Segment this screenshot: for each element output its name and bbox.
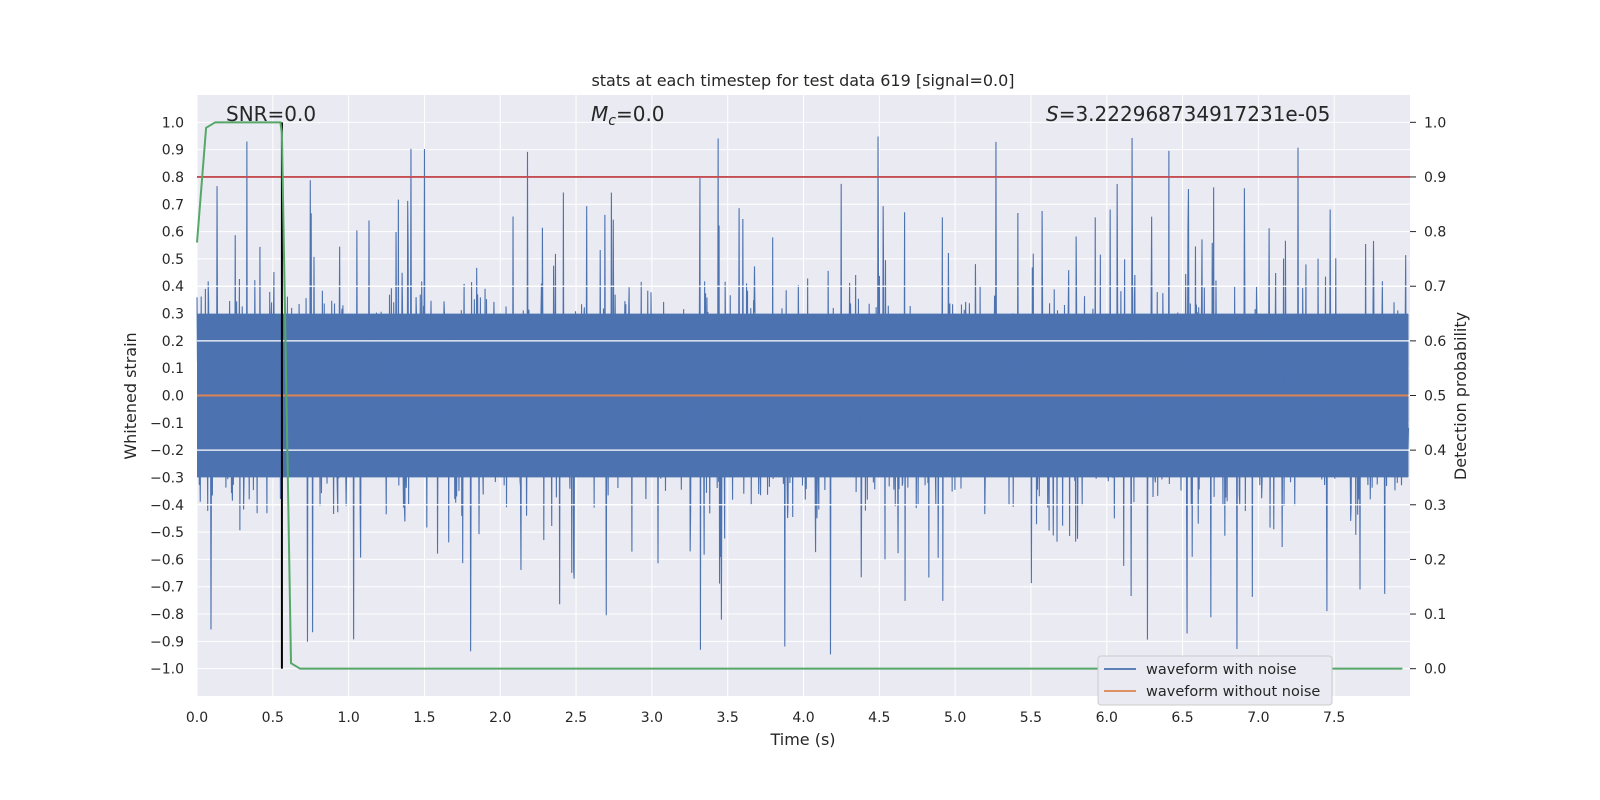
- x-tick-label: 4.0: [792, 710, 814, 726]
- x-tick-label: 6.0: [1096, 710, 1118, 726]
- y-tick-label-left: 0.0: [162, 389, 184, 405]
- y-tick-label-left: −0.6: [150, 552, 184, 568]
- y-tick-label-left: 0.1: [162, 361, 184, 377]
- overlay-lines: [196, 121, 1410, 670]
- legend-box: [1097, 655, 1333, 706]
- x-tick-label: 3.5: [717, 710, 739, 726]
- mc-value: =0.0: [616, 102, 665, 126]
- tick-labels: 0.0 0.5 1.0 1.5 2.0 2.5 3.0 3.5 4.0 4.5 5.0 5.5 6.0 6…: [150, 115, 1446, 726]
- detection-probability-line: [196, 121, 1403, 670]
- y-tick-label-left: 0.9: [162, 143, 184, 159]
- x-tick-label: 3.0: [641, 710, 663, 726]
- mc-symbol: M: [591, 102, 608, 126]
- x-tick-label: 7.5: [1323, 710, 1345, 726]
- y-tick-label-left: −0.1: [150, 416, 184, 432]
- y-tick-label-left: 0.7: [162, 197, 184, 213]
- y-tick-label-left: −0.7: [150, 580, 184, 596]
- x-tick-label: 1.0: [337, 710, 359, 726]
- y-tick-label-left: −0.3: [150, 470, 184, 486]
- y-axis-label-left: Whitened strain: [121, 332, 140, 459]
- legend: waveform with noise waveform without noi…: [1097, 655, 1333, 706]
- x-tick-label: 0.0: [186, 710, 208, 726]
- y-tick-label-right: 0.5: [1424, 389, 1446, 405]
- s-symbol: S: [1046, 102, 1059, 126]
- y-tick-label-left: 0.4: [162, 279, 184, 295]
- x-tick-label: 6.5: [1171, 710, 1193, 726]
- y-tick-label-left: −1.0: [150, 662, 184, 678]
- snr-annotation: SNR=0.0: [226, 102, 316, 126]
- y-tick-label-left: −0.4: [150, 498, 184, 514]
- y-axis-label-right: Detection probability: [1451, 312, 1470, 480]
- y-tick-label-right: 0.7: [1424, 279, 1446, 295]
- s-annotation: S=3.222968734917231e-05: [1046, 102, 1330, 126]
- y-tick-label-right: 0.8: [1424, 225, 1446, 241]
- y-tick-label-left: 1.0: [162, 115, 184, 131]
- y-tick-label-left: −0.8: [150, 607, 184, 623]
- y-tick-label-right: 0.1: [1424, 607, 1446, 623]
- y-tick-label-left: 0.5: [162, 252, 184, 268]
- y-tick-label-right: 0.6: [1424, 334, 1446, 350]
- y-tick-label-right: 0.0: [1424, 662, 1446, 678]
- y-tick-label-right: 0.9: [1424, 170, 1446, 186]
- chart-title: stats at each timestep for test data 619…: [591, 71, 1014, 90]
- y-tick-label-right: 0.2: [1424, 552, 1446, 568]
- waveform-with-noise-line: [196, 136, 1410, 655]
- y-tick-label-left: 0.2: [162, 334, 184, 350]
- mc-annotation: Mc=0.0: [591, 102, 665, 129]
- x-tick-label: 2.5: [565, 710, 587, 726]
- y-tick-label-right: 0.3: [1424, 498, 1446, 514]
- y-tick-label-right: 0.4: [1424, 443, 1446, 459]
- legend-label-clean: waveform without noise: [1146, 684, 1320, 700]
- x-tick-label: 1.5: [413, 710, 435, 726]
- x-tick-label: 0.5: [262, 710, 284, 726]
- mc-subscript: c: [608, 113, 616, 129]
- y-tick-label-left: −0.2: [150, 443, 184, 459]
- y-tick-label-left: 0.6: [162, 225, 184, 241]
- x-tick-label: 5.5: [1020, 710, 1042, 726]
- x-axis-label: Time (s): [769, 730, 835, 749]
- legend-label-noise: waveform with noise: [1146, 662, 1297, 678]
- y-tick-label-left: 0.8: [162, 170, 184, 186]
- s-value: =3.222968734917231e-05: [1059, 102, 1331, 126]
- y-tick-label-right: 1.0: [1424, 115, 1446, 131]
- y-tick-label-left: −0.9: [150, 634, 184, 650]
- y-tick-label-left: 0.3: [162, 307, 184, 323]
- x-tick-label: 4.5: [868, 710, 890, 726]
- x-tick-label: 2.0: [489, 710, 511, 726]
- x-tick-label: 7.0: [1247, 710, 1269, 726]
- y-tick-label-left: −0.5: [150, 525, 184, 541]
- x-tick-label: 5.0: [944, 710, 966, 726]
